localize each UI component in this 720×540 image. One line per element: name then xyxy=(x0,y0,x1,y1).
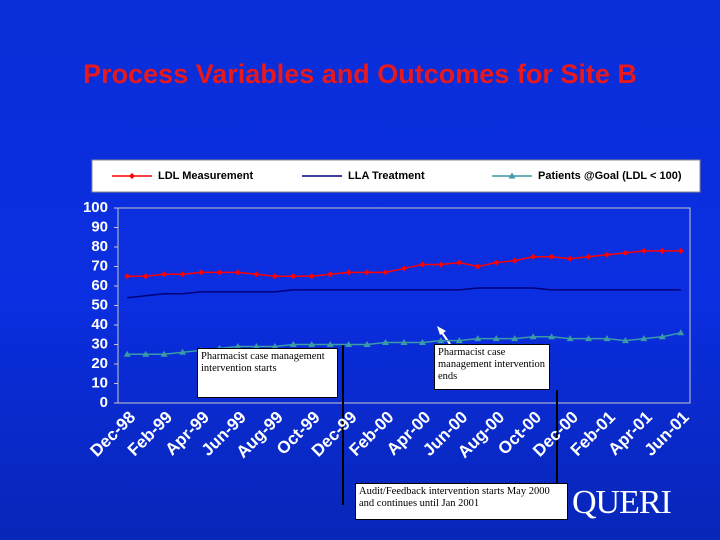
point xyxy=(474,335,482,342)
legend-label: Patients @Goal (LDL < 100) xyxy=(538,170,682,182)
point xyxy=(508,172,516,179)
point xyxy=(567,255,574,262)
point xyxy=(456,259,463,266)
point xyxy=(585,253,592,260)
point xyxy=(658,333,666,340)
point xyxy=(308,341,316,347)
point xyxy=(364,269,371,276)
point xyxy=(142,273,149,280)
annotation: Audit/Feedback intervention starts May 2… xyxy=(355,483,568,520)
point xyxy=(327,271,334,278)
point xyxy=(603,335,611,342)
y-tick-label: 0 xyxy=(100,394,108,411)
chart-title: Process Variables and Outcomes for Site … xyxy=(83,59,637,89)
point xyxy=(234,342,242,349)
y-tick-label: 80 xyxy=(91,238,108,255)
point xyxy=(492,335,500,342)
point xyxy=(418,339,426,346)
point xyxy=(455,337,463,344)
point xyxy=(271,342,279,349)
point xyxy=(437,261,444,268)
point xyxy=(640,335,648,342)
point xyxy=(566,335,574,342)
point xyxy=(603,251,610,258)
series-line xyxy=(127,250,681,277)
point xyxy=(290,273,297,280)
point xyxy=(677,329,685,336)
point xyxy=(493,259,500,266)
point xyxy=(271,273,278,280)
point xyxy=(419,261,426,268)
point xyxy=(216,269,223,276)
point xyxy=(548,253,555,260)
point xyxy=(129,173,135,179)
point xyxy=(400,339,408,346)
point xyxy=(308,273,315,280)
y-tick-label: 90 xyxy=(91,218,108,235)
series-line xyxy=(127,287,681,299)
y-tick-label: 50 xyxy=(91,296,108,313)
point xyxy=(160,350,168,357)
point xyxy=(253,271,260,278)
point xyxy=(179,271,186,278)
point xyxy=(437,337,445,344)
point xyxy=(382,339,390,346)
point xyxy=(142,350,150,357)
point xyxy=(511,257,518,264)
legend-label: LDL Measurement xyxy=(158,170,253,182)
point xyxy=(161,271,168,278)
y-tick-label: 70 xyxy=(91,257,108,274)
point xyxy=(289,341,297,347)
point xyxy=(659,247,666,254)
y-tick-label: 60 xyxy=(91,277,108,294)
point xyxy=(530,253,537,260)
y-tick-label: 20 xyxy=(91,355,108,372)
point xyxy=(198,269,205,276)
annotation: Pharmacist case management intervention … xyxy=(434,344,550,390)
point xyxy=(382,269,389,276)
point xyxy=(677,247,684,254)
legend-box xyxy=(91,159,701,193)
point xyxy=(345,269,352,276)
logo: QUERI xyxy=(572,484,672,521)
y-tick-label: 40 xyxy=(91,316,108,333)
annotation: Pharmacist case management intervention … xyxy=(197,348,338,398)
arrow-head xyxy=(437,326,446,335)
point xyxy=(234,269,241,276)
point xyxy=(363,341,371,347)
point xyxy=(529,333,537,340)
point xyxy=(124,273,131,280)
point xyxy=(179,348,187,355)
point xyxy=(252,342,260,349)
point xyxy=(123,350,131,357)
point xyxy=(326,341,334,347)
point xyxy=(511,335,519,342)
point xyxy=(401,265,407,272)
point xyxy=(548,333,556,340)
point xyxy=(621,337,629,344)
point xyxy=(622,249,629,256)
point xyxy=(585,335,593,342)
point xyxy=(345,341,353,347)
legend-label: LLA Treatment xyxy=(348,170,425,182)
y-tick-label: 100 xyxy=(83,199,108,216)
point xyxy=(640,247,647,254)
point xyxy=(474,263,481,270)
y-tick-label: 10 xyxy=(91,374,108,391)
y-tick-label: 30 xyxy=(91,335,108,352)
